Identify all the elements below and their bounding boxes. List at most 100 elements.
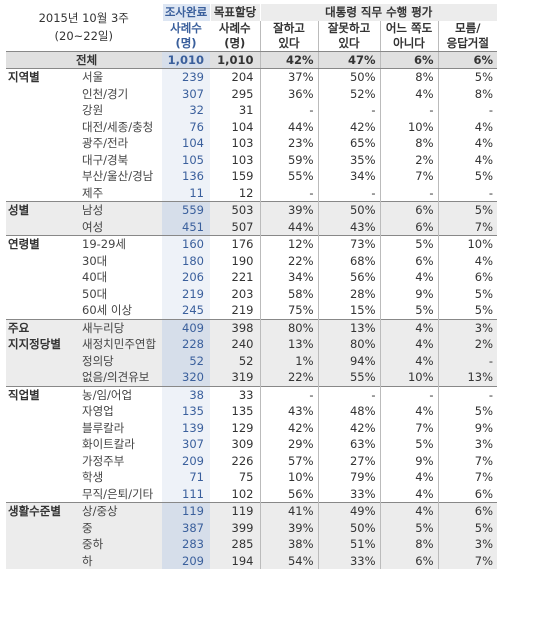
pct-good: 43% xyxy=(259,403,318,420)
pct-unknown: 3% xyxy=(437,318,498,336)
group-label xyxy=(6,486,68,503)
table-row: 여성 451 507 44% 43% 6% 7% xyxy=(6,218,498,236)
row-label: 60세 이상 xyxy=(82,303,133,317)
pct-unknown: 10% xyxy=(437,235,498,253)
completed-count: 283 xyxy=(162,536,210,553)
target-count: 52 xyxy=(210,352,260,369)
target-count: 119 xyxy=(210,502,260,520)
target-count: 75 xyxy=(238,470,254,484)
completed-count: 119 xyxy=(162,502,210,520)
pct-unknown: 4% xyxy=(437,135,498,152)
group-label xyxy=(6,369,68,386)
pct-unknown: 9% xyxy=(437,419,498,436)
row-label: 대전/세종/충청 xyxy=(82,119,154,134)
pct-unknown: 7% xyxy=(437,469,498,486)
pct-neither: 9% xyxy=(379,285,438,302)
row-label: 정의당 xyxy=(68,352,162,369)
pct-bad: 50% xyxy=(317,68,380,86)
pct-bad: 68% xyxy=(317,252,380,269)
target-header: 목표할당 xyxy=(209,4,260,21)
completed-count: 209 xyxy=(162,452,210,469)
completed-count: 139 xyxy=(162,419,210,436)
group-label xyxy=(6,253,68,270)
pct-good: 58% xyxy=(259,285,318,302)
target-count: 398 xyxy=(210,318,260,336)
completed-header: 조사완료 xyxy=(161,4,210,21)
target-count: 102 xyxy=(231,486,254,501)
target-count: 285 xyxy=(210,536,260,553)
pct-bad: 65% xyxy=(317,135,380,152)
pct-good: 38% xyxy=(259,536,318,553)
pct-neither: 8% xyxy=(379,536,438,553)
pct-good: 37% xyxy=(259,68,318,86)
pct-neither: 6% xyxy=(379,201,438,219)
pct-good: - xyxy=(259,102,318,119)
row-label: 여성 xyxy=(68,218,162,236)
completed-sample-header: 사례수 (명) xyxy=(162,20,210,52)
pct-bad: 42% xyxy=(317,419,380,436)
pct-neither: 10% xyxy=(379,118,438,135)
table-row: 블루칼라 139 129 42% 42% 7% 9% xyxy=(6,419,498,436)
group-label: 성별 xyxy=(6,201,68,219)
pct-unknown: 13% xyxy=(437,369,498,386)
target-count: 295 xyxy=(231,86,254,101)
group-label: 지역별 xyxy=(8,70,40,84)
completed-count: 111 xyxy=(162,485,210,503)
row-label: 학생 xyxy=(82,470,104,484)
completed-count: 387 xyxy=(162,519,210,536)
table-row: 40대 206 221 34% 56% 4% 6% xyxy=(6,269,498,286)
pct-neither: 4% xyxy=(379,403,438,420)
pct-good: 41% xyxy=(259,502,318,520)
pct-bad: 33% xyxy=(317,485,380,503)
pct-good: 54% xyxy=(259,552,318,569)
pct-good: 75% xyxy=(259,302,318,319)
row-label: 대구/경북 xyxy=(82,152,129,167)
pct-good: - xyxy=(259,184,318,202)
completed-count: 206 xyxy=(162,269,210,286)
pct-neither: 9% xyxy=(379,452,438,469)
survey-period-label: (20~22일) xyxy=(54,29,113,44)
pct-bad: 52% xyxy=(317,85,380,102)
row-label: 자영업 xyxy=(82,404,114,418)
table-row: 30대 180 190 22% 68% 6% 4% xyxy=(6,252,498,270)
completed-count: 38 xyxy=(162,385,210,403)
pct-unknown: - xyxy=(437,385,498,403)
target-count: 33 xyxy=(210,385,260,403)
row-label: 중하 xyxy=(68,536,162,553)
group-label xyxy=(6,519,68,536)
completed-count: 52 xyxy=(162,352,210,369)
group-label: 생활수준별 xyxy=(6,502,68,520)
pct-neither: - xyxy=(379,102,438,119)
completed-count: 228 xyxy=(162,336,210,353)
target-count: 319 xyxy=(210,369,260,386)
pct-neither: 8% xyxy=(379,68,438,86)
pct-good: - xyxy=(259,385,318,403)
pct-neither: 7% xyxy=(379,168,438,185)
pct-unknown: - xyxy=(437,102,498,119)
table-row: 무직/은퇴/기타 111 102 56% 33% 4% 6% xyxy=(6,485,498,503)
group-label xyxy=(6,352,68,369)
pct-bad: 13% xyxy=(317,318,380,336)
total-unknown: 6% xyxy=(437,51,498,69)
table-row: 자영업 135 135 43% 48% 4% 5% xyxy=(6,403,498,420)
pct-neither: 6% xyxy=(379,218,438,236)
table-row: 50대 219 203 58% 28% 9% 5% xyxy=(6,285,498,302)
pct-bad: 51% xyxy=(317,536,380,553)
table-row: 성별 남성 559 503 39% 50% 6% 5% xyxy=(6,201,498,219)
target-count: 203 xyxy=(231,286,254,301)
pct-good: 22% xyxy=(259,369,318,386)
completed-count: 180 xyxy=(162,252,210,269)
table-row: 중 387 399 39% 50% 5% 5% xyxy=(6,519,498,536)
survey-date-header: 2015년 10월 3주 (20~22일) xyxy=(6,4,162,52)
row-label: 19-29세 xyxy=(68,235,162,253)
table-row: 화이트칼라 307 309 29% 63% 5% 3% xyxy=(6,436,498,453)
pct-unknown: 5% xyxy=(437,285,498,302)
pct-good: 44% xyxy=(259,218,318,236)
target-count: 194 xyxy=(210,552,260,569)
pct-bad: 42% xyxy=(317,118,380,135)
table-row: 광주/전라 104 103 23% 65% 8% 4% xyxy=(6,135,498,152)
group-label xyxy=(6,119,68,136)
pct-good: 56% xyxy=(259,485,318,503)
pct-unknown: 2% xyxy=(437,336,498,353)
pct-neither: 4% xyxy=(379,318,438,336)
